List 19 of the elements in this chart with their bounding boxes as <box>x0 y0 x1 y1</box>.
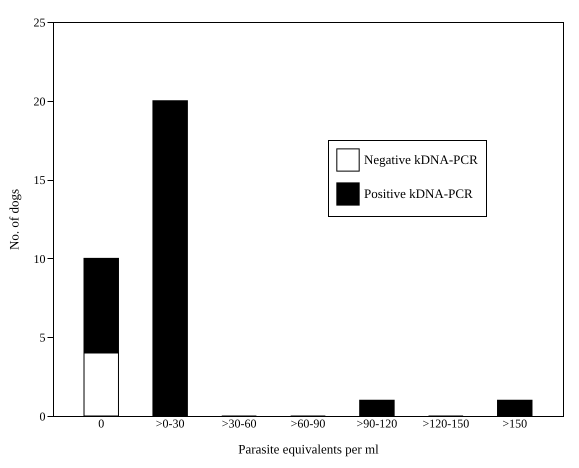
bar <box>359 400 395 416</box>
legend-label: Positive kDNA-PCR <box>364 186 474 201</box>
y-axis-title: No. of dogs <box>6 188 22 250</box>
y-tick-label: 5 <box>40 330 46 345</box>
x-tick-label: >90-120 <box>356 416 398 430</box>
y-tick-label: 15 <box>34 173 46 188</box>
bar <box>152 100 188 416</box>
y-tick-label: 10 <box>34 252 46 266</box>
x-axis-title: Parasite equivalents per ml <box>238 442 380 456</box>
bar <box>497 400 532 416</box>
x-tick-label: 0 <box>98 416 104 430</box>
legend-label: Negative kDNA-PCR <box>364 152 478 167</box>
x-tick-label: >0-30 <box>156 416 185 430</box>
x-tick-label: >120-150 <box>422 416 470 430</box>
x-tick-label: >150 <box>502 416 528 430</box>
x-tick-label: >60-90 <box>290 416 326 430</box>
y-tick-label: 25 <box>34 16 46 30</box>
x-tick-label: >30-60 <box>222 416 256 430</box>
y-tick-label: 20 <box>34 94 46 108</box>
